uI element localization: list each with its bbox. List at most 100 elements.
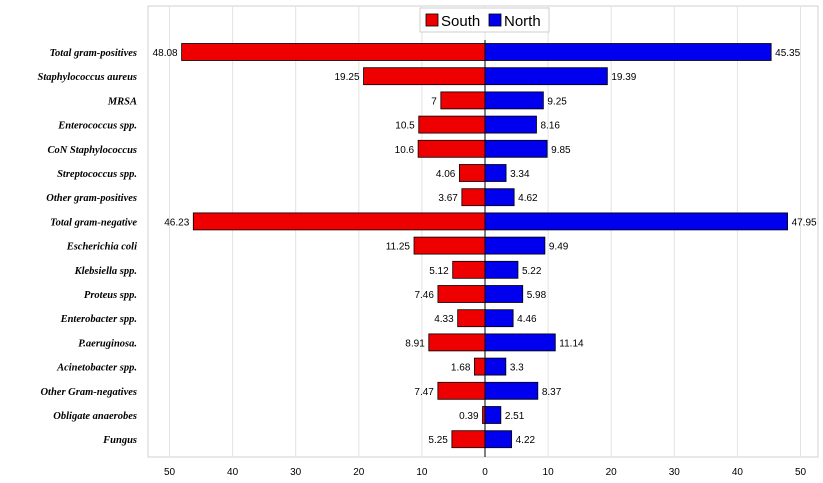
plot-frame (147, 5, 819, 458)
bar-south-mrsa (440, 91, 486, 110)
value-label-north: 9.49 (549, 242, 569, 253)
value-label-north: 3.3 (510, 363, 524, 374)
category-label-fungus: Fungus (102, 435, 137, 446)
bar-south-enterobacter-spp (457, 309, 486, 328)
bar-south-proteus-spp (437, 285, 486, 303)
bar-north-other-gram-positives (484, 188, 515, 207)
bar-north-total-gram-positives (484, 43, 772, 61)
bar-north-mrsa (484, 91, 544, 110)
bar-south-total-gram-positives (181, 43, 486, 61)
legend-swatch-south (425, 13, 439, 27)
bar-north-total-gram-negative (484, 212, 788, 231)
category-labels: Total gram-positives Staphylococcus aureu… (38, 48, 138, 446)
x-tick-label: 50 (164, 467, 176, 478)
bar-north-streptococcus-spp (484, 164, 507, 182)
bar-north-acinetobacter-spp (484, 357, 507, 376)
value-label-north: 5.22 (522, 266, 542, 277)
bar-south-p-aeruginosa (428, 333, 486, 352)
bar-north-klebsiella-spp (484, 260, 519, 279)
x-tick-label: 50 (795, 467, 807, 478)
x-axis: 50 40 30 20 10 0 10 20 30 40 50 (164, 467, 807, 478)
category-label-enterococcus-spp: Enterococcus spp. (57, 121, 137, 132)
category-label-con-staphylococcus: CoN Staphylococcus (47, 145, 137, 156)
value-label-south: 1.68 (451, 363, 471, 374)
x-tick-label: 0 (482, 467, 488, 478)
value-labels: 48.08 45.35 19.25 19.39 7 9.25 10.5 8.16 10.6 9.8… (153, 48, 817, 446)
category-label-klebsiella-spp: Klebsiella spp. (74, 266, 137, 277)
value-label-north: 9.25 (547, 96, 567, 107)
bar-north-con-staphylococcus (484, 139, 548, 158)
bar-north-fungus (484, 430, 513, 449)
value-label-north: 2.51 (505, 411, 525, 422)
bar-north-p-aeruginosa (484, 333, 556, 352)
bar-south-total-gram-negative (192, 212, 486, 231)
bar-south-streptococcus-spp (458, 164, 486, 182)
bar-north-enterobacter-spp (484, 309, 514, 328)
bar-north-escherichia-coli (484, 236, 546, 255)
bar-south-klebsiella-spp (452, 260, 486, 279)
value-label-north: 19.39 (611, 72, 636, 83)
value-label-south: 8.91 (405, 338, 425, 349)
x-tick-label: 10 (416, 467, 428, 478)
value-label-south: 5.12 (429, 266, 449, 277)
bar-south-acinetobacter-spp (473, 357, 486, 376)
value-label-north: 3.34 (510, 169, 530, 180)
x-tick-label: 20 (606, 467, 618, 478)
value-label-south: 46.23 (164, 217, 189, 228)
value-label-north: 5.98 (527, 290, 547, 301)
category-label-escherichia-coli: Escherichia coli (66, 242, 137, 253)
bar-north-staphylococcus-aureus (484, 67, 608, 86)
legend-swatch-north (488, 13, 502, 27)
value-label-north: 8.16 (540, 121, 560, 132)
value-label-south: 10.5 (395, 121, 415, 132)
value-label-south: 4.06 (436, 169, 456, 180)
value-label-south: 5.25 (428, 435, 448, 446)
value-label-south: 0.39 (459, 411, 479, 422)
bar-south-enterococcus-spp (418, 115, 486, 134)
bars (181, 43, 788, 449)
value-label-south: 19.25 (335, 72, 360, 83)
value-label-south: 4.33 (434, 314, 454, 325)
bar-south-con-staphylococcus (417, 139, 486, 158)
bar-south-other-gram-negatives (437, 381, 486, 400)
value-label-north: 47.95 (792, 217, 817, 228)
bar-south-other-gram-positives (461, 188, 486, 207)
bar-north-obligate-anaerobes (484, 406, 502, 424)
bar-south-escherichia-coli (413, 236, 486, 255)
value-label-north: 9.85 (551, 145, 571, 156)
x-tick-label: 40 (227, 467, 239, 478)
value-label-north: 8.37 (542, 387, 562, 398)
value-label-south: 48.08 (153, 48, 178, 59)
category-label-acinetobacter-spp: Acinetobacter spp. (56, 363, 137, 374)
category-label-total-gram-positives: Total gram-positives (50, 48, 137, 59)
value-label-north: 11.14 (559, 338, 584, 349)
x-tick-label: 20 (353, 467, 365, 478)
x-tick-label: 30 (290, 467, 302, 478)
value-label-south: 7.47 (414, 387, 434, 398)
category-label-streptococcus-spp: Streptococcus spp. (57, 169, 137, 180)
category-label-total-gram-negative: Total gram-negative (50, 217, 137, 228)
value-label-south: 3.67 (438, 193, 458, 204)
category-label-p-aeruginosa: P.aeruginosa. (78, 338, 137, 349)
category-label-other-gram-negatives: Other Gram-negatives (40, 387, 137, 398)
value-label-south: 11.25 (386, 242, 411, 253)
category-label-mrsa: MRSA (107, 96, 137, 107)
value-label-south: 10.6 (395, 145, 415, 156)
category-label-staphylococcus-aureus: Staphylococcus aureus (38, 72, 137, 83)
category-label-obligate-anaerobes: Obligate anaerobes (53, 411, 137, 422)
value-label-north: 4.46 (517, 314, 537, 325)
category-label-enterobacter-spp: Enterobacter spp. (60, 314, 137, 325)
x-tick-label: 40 (732, 467, 744, 478)
value-label-south: 7.46 (414, 290, 434, 301)
bar-south-staphylococcus-aureus (363, 67, 486, 86)
category-label-other-gram-positives: Other gram-positives (46, 193, 137, 204)
legend-label-north: North (504, 13, 541, 30)
category-label-proteus-spp: Proteus spp. (84, 290, 137, 301)
bar-north-other-gram-negatives (484, 381, 539, 400)
bar-north-proteus-spp (484, 285, 524, 303)
value-label-north: 45.35 (775, 48, 800, 59)
value-label-south: 7 (431, 96, 437, 107)
value-label-north: 4.22 (516, 435, 536, 446)
bar-north-enterococcus-spp (484, 115, 537, 134)
